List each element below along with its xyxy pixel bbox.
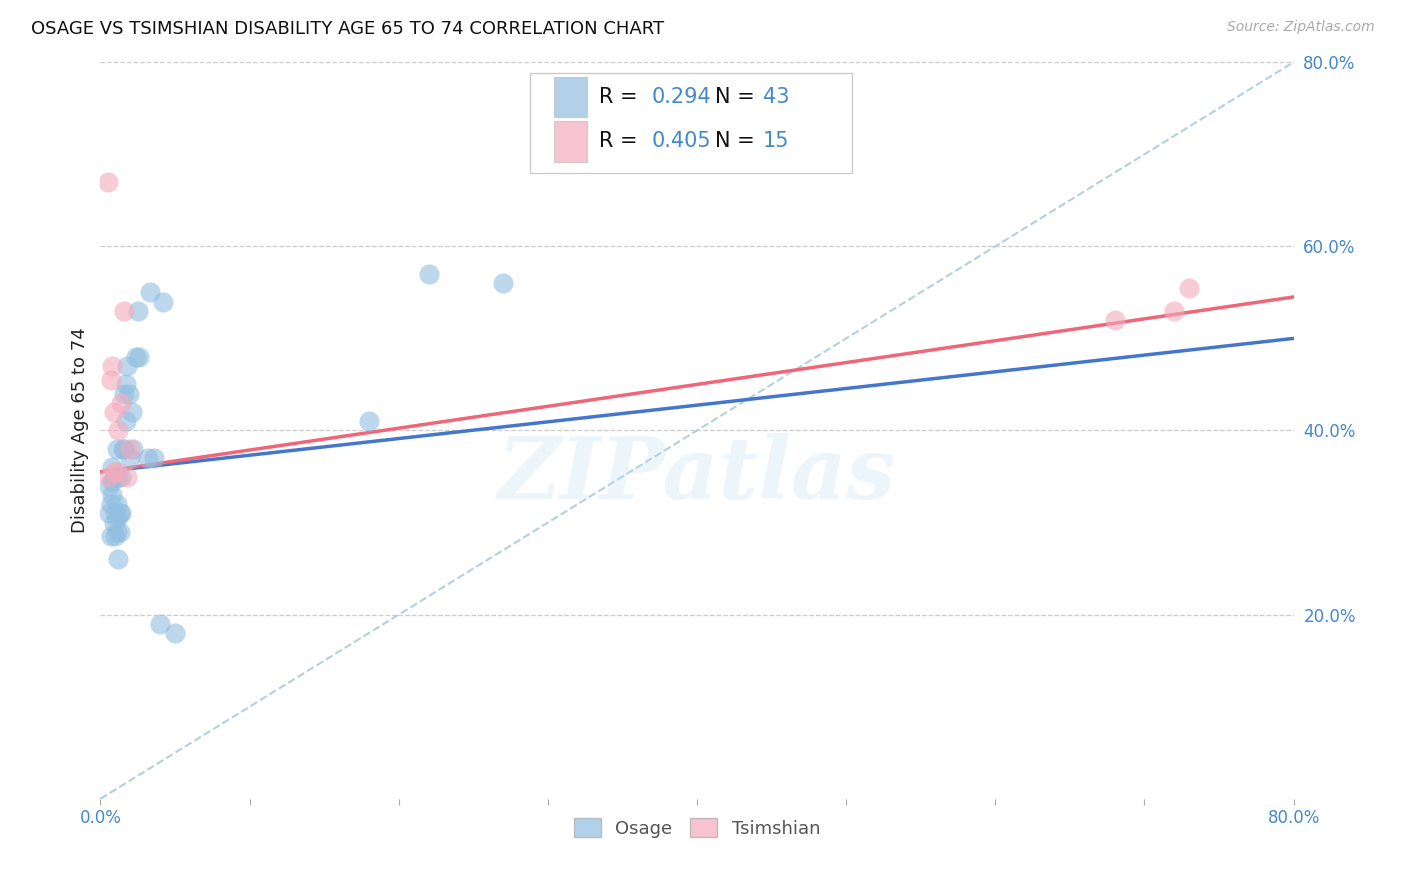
Point (108, 507, 131, 521)
Point (101, 359, 124, 373)
Point (127, 303, 149, 318)
Point (136, 451, 159, 466)
Point (111, 442, 134, 456)
Point (100, 497, 122, 511)
Point (1163, 303, 1185, 318)
Point (110, 507, 132, 521)
Point (100, 373, 122, 387)
Point (143, 451, 166, 466)
Point (107, 552, 129, 566)
Point (107, 469, 129, 483)
Text: 15: 15 (762, 131, 789, 151)
Point (98, 479, 121, 493)
Point (115, 469, 138, 483)
Point (492, 276, 515, 290)
Point (121, 405, 143, 419)
Point (114, 414, 136, 428)
Point (105, 497, 128, 511)
Point (418, 267, 440, 281)
Point (1178, 281, 1201, 295)
Point (125, 350, 148, 364)
Point (100, 529, 122, 543)
Point (103, 516, 125, 530)
Point (357, 414, 380, 428)
Point (120, 451, 142, 466)
Point (1104, 313, 1126, 327)
Text: ZIPatlas: ZIPatlas (498, 433, 896, 516)
Point (105, 511, 128, 525)
Text: Source: ZipAtlas.com: Source: ZipAtlas.com (1227, 20, 1375, 34)
Point (112, 442, 135, 456)
FancyBboxPatch shape (530, 73, 852, 173)
Point (112, 303, 135, 318)
Point (103, 405, 125, 419)
Y-axis label: Disability Age 65 to 74: Disability Age 65 to 74 (72, 327, 89, 533)
Point (118, 386, 141, 401)
Point (163, 626, 186, 640)
Point (115, 359, 138, 373)
Point (105, 524, 128, 539)
Point (98, 507, 121, 521)
Point (104, 529, 127, 543)
Point (128, 350, 150, 364)
Point (103, 465, 125, 479)
Point (108, 524, 131, 539)
Point (101, 488, 124, 502)
FancyBboxPatch shape (554, 121, 588, 161)
Point (112, 386, 135, 401)
Point (104, 507, 127, 521)
FancyBboxPatch shape (554, 77, 588, 118)
Point (120, 442, 142, 456)
Text: 0.405: 0.405 (651, 131, 711, 151)
Point (149, 616, 172, 631)
Point (114, 377, 136, 392)
Point (110, 396, 132, 410)
Text: 43: 43 (762, 87, 789, 107)
Text: R =: R = (599, 87, 644, 107)
Point (105, 442, 128, 456)
Point (152, 294, 174, 309)
Text: 0.294: 0.294 (651, 87, 711, 107)
Text: N =: N = (714, 87, 761, 107)
Legend: Osage, Tsimshian: Osage, Tsimshian (567, 811, 828, 845)
Point (110, 469, 132, 483)
Point (107, 424, 129, 438)
Point (98, 469, 121, 483)
Text: OSAGE VS TSIMSHIAN DISABILITY AGE 65 TO 74 CORRELATION CHART: OSAGE VS TSIMSHIAN DISABILITY AGE 65 TO … (31, 20, 664, 37)
Text: R =: R = (599, 131, 644, 151)
Point (101, 474, 124, 488)
Point (122, 442, 145, 456)
Point (101, 460, 124, 475)
Text: N =: N = (714, 131, 761, 151)
Point (97, 175, 120, 189)
Point (105, 465, 128, 479)
Point (138, 285, 160, 300)
Point (103, 469, 125, 483)
